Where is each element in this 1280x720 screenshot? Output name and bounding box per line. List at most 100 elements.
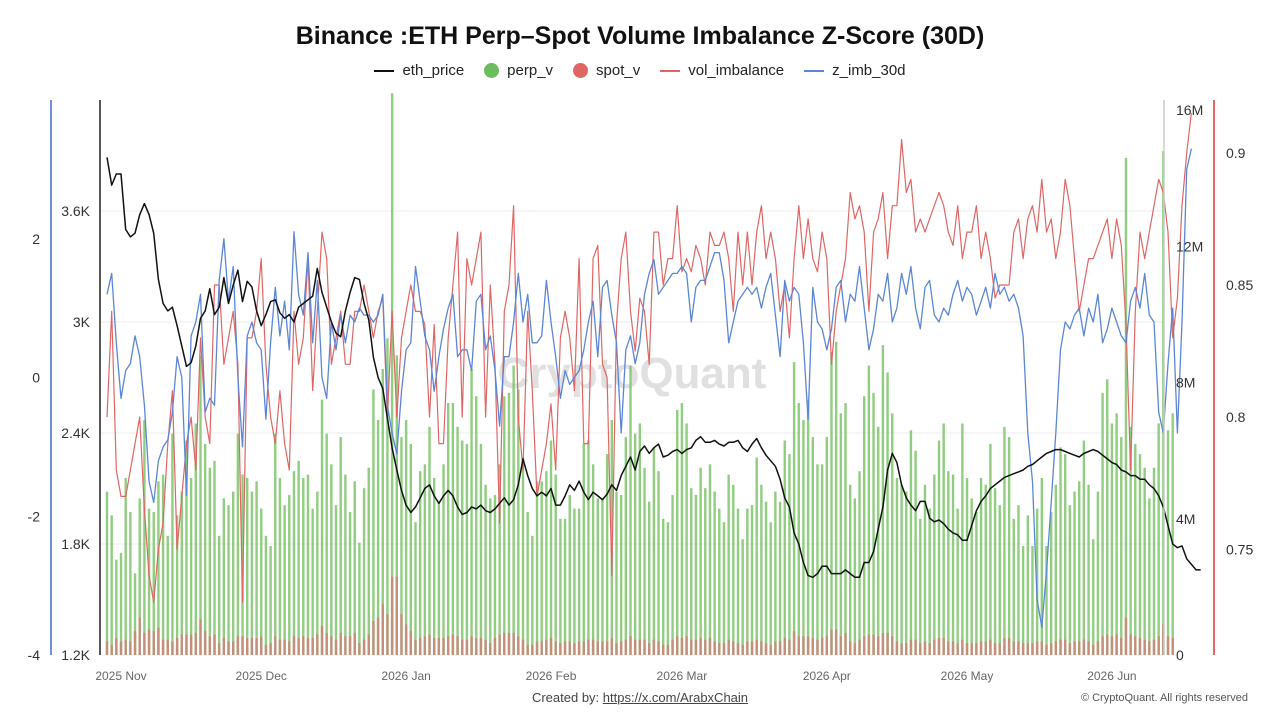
spot-v-bar	[147, 629, 151, 655]
spot-v-bar	[143, 632, 146, 655]
legend-item-eth_price[interactable]: eth_price	[374, 62, 464, 79]
perp-v-bar	[461, 440, 464, 655]
spot-v-bar	[269, 643, 272, 655]
perp-v-bar	[250, 491, 254, 655]
perp-v-bar	[1115, 413, 1118, 655]
spot-v-bar	[886, 632, 889, 655]
spot-v-bar	[1082, 639, 1086, 655]
perp-v-bar	[690, 488, 693, 655]
spot-v-bar	[1101, 636, 1104, 655]
legend-swatch	[374, 69, 395, 72]
perp-v-bar	[194, 423, 198, 655]
spot-v-bar	[694, 639, 698, 655]
perp-v-bar	[680, 403, 684, 655]
perp-v-bar	[442, 464, 445, 655]
spot-v-bar	[657, 641, 660, 655]
spot-v-bar	[1049, 643, 1053, 655]
chart-legend: eth_price perp_v spot_v vol_imbalance z_imb_…	[0, 62, 1280, 79]
imbalance-axis-tick-label: 0.8	[1226, 409, 1246, 425]
spot-v-bar	[479, 637, 483, 655]
perp-v-bar	[563, 518, 567, 655]
spot-v-bar	[732, 641, 735, 655]
spot-v-bar	[157, 627, 160, 655]
perp-v-bar	[643, 467, 646, 655]
z-axis-tick-label: -4	[28, 647, 41, 663]
spot-v-bar	[325, 632, 328, 655]
spot-v-bar	[189, 634, 193, 655]
legend-label: z_imb_30d	[832, 62, 906, 79]
perp-v-bar	[353, 481, 356, 655]
spot-v-bar	[891, 636, 894, 655]
perp-v-bar	[213, 460, 216, 655]
perp-v-bar	[255, 481, 258, 655]
perp-v-bar	[662, 518, 665, 655]
spot-v-bar	[1138, 637, 1142, 655]
spot-v-bar	[1063, 639, 1067, 655]
spot-v-bar	[919, 643, 922, 655]
spot-v-bar	[227, 641, 230, 655]
legend-item-perp_v[interactable]: perp_v	[484, 62, 553, 79]
spot-v-bar	[260, 636, 263, 655]
spot-v-bar	[344, 636, 347, 655]
spot-v-bar	[727, 639, 730, 655]
perp-v-bar	[531, 535, 534, 655]
perp-v-bar	[601, 498, 604, 655]
spot-v-bar	[330, 636, 333, 655]
perp-v-bar	[320, 399, 324, 655]
spot-v-bar	[451, 634, 455, 655]
perp-v-bar	[844, 403, 847, 655]
spot-v-bar	[554, 641, 557, 655]
spot-v-bar	[704, 639, 707, 655]
legend-label: spot_v	[596, 62, 641, 79]
perp-v-bar	[456, 426, 459, 655]
perp-v-bar	[676, 409, 679, 655]
spot-v-bar	[180, 634, 183, 655]
volume-axis-tick-label: 0	[1176, 647, 1184, 663]
perp-v-bar	[694, 494, 698, 655]
legend-item-z_imb_30d[interactable]: z_imb_30d	[804, 62, 906, 79]
spot-v-bar	[246, 637, 249, 655]
perp-v-bar	[610, 420, 614, 655]
x-axis-tick-label: 2026 Jun	[1087, 669, 1136, 683]
perp-v-bar	[1138, 454, 1142, 655]
perp-v-bar	[540, 481, 543, 655]
spot-v-bar	[297, 637, 300, 655]
credit-link[interactable]: https://x.com/ArabxChain	[602, 690, 749, 705]
spot-v-bar	[755, 639, 758, 655]
perp-v-bar	[1035, 508, 1039, 655]
perp-v-bar	[222, 498, 226, 655]
spot-v-bar	[470, 636, 473, 655]
spot-v-bar	[783, 637, 786, 655]
spot-v-bar	[213, 634, 216, 655]
spot-v-bar	[909, 639, 913, 655]
perp-v-bar	[208, 467, 212, 655]
perp-v-bar	[400, 437, 403, 655]
spot-v-bar	[624, 639, 628, 655]
spot-v-bar	[432, 637, 436, 655]
perp-v-bar	[783, 440, 786, 655]
spot-v-bar	[951, 641, 955, 655]
perp-v-bar	[559, 518, 562, 655]
spot-v-bar	[947, 641, 950, 655]
perp-v-bar	[806, 399, 810, 655]
spot-v-bar	[685, 636, 688, 655]
spot-v-bar	[666, 644, 670, 655]
perp-v-bar	[1021, 546, 1025, 655]
perp-v-bar	[330, 464, 333, 655]
spot-v-bar	[208, 636, 212, 655]
perp-v-bar	[1003, 426, 1006, 655]
perp-v-bar	[288, 494, 291, 655]
perp-v-bar	[217, 535, 221, 655]
perp-v-bar	[1026, 515, 1029, 655]
perp-v-bar	[886, 372, 889, 655]
perp-v-bar	[175, 515, 179, 655]
perp-v-bar	[489, 498, 492, 655]
perp-v-bar	[708, 464, 712, 655]
legend-item-vol_imbalance[interactable]: vol_imbalance	[660, 62, 784, 79]
legend-item-spot_v[interactable]: spot_v	[573, 62, 640, 79]
spot-v-bar	[764, 643, 768, 655]
spot-v-bar	[1073, 641, 1076, 655]
perp-v-bar	[171, 433, 174, 655]
spot-v-bar	[489, 643, 492, 655]
spot-v-bar	[1106, 634, 1109, 655]
